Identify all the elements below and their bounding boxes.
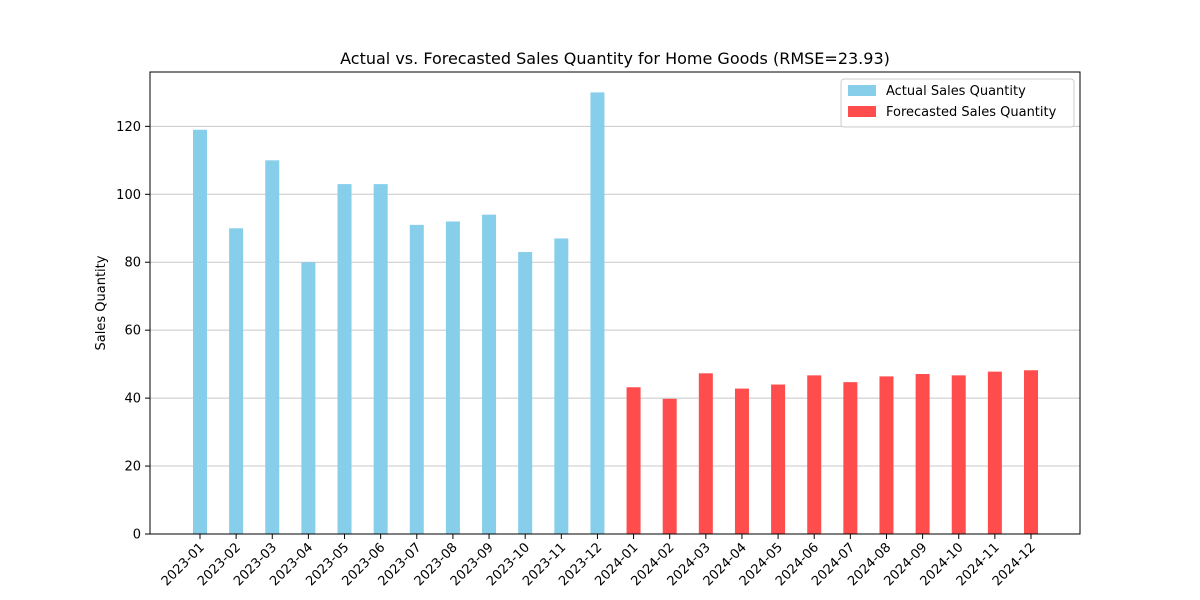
chart-title: Actual vs. Forecasted Sales Quantity for… [340,49,890,68]
bar-actual-2023-01 [193,129,207,534]
plot-frame [149,71,1081,535]
bar-actual-2023-08 [445,221,460,534]
legend-label-actual: Actual Sales Quantity [886,84,1026,99]
y-tick-label-2: 40 [124,392,141,407]
bar-forecast-2024-09 [915,373,930,534]
y-tick-label-0: 0 [133,528,141,543]
bar-forecast-2024-03 [698,373,713,534]
bar-forecast-2024-07 [843,382,858,534]
bars [193,92,1038,535]
bar-forecast-2024-10 [951,375,966,534]
bar-actual-2023-05 [337,184,352,534]
bar-actual-2023-07 [409,224,424,534]
bar-forecast-2024-01 [626,387,641,534]
legend: Actual Sales Quantity Forecasted Sales Q… [840,78,1075,128]
bar-actual-2023-04 [301,262,316,534]
bar-actual-2023-10 [518,252,533,534]
bar-actual-2023-06 [373,184,388,534]
legend-box [840,78,1075,128]
bar-actual-2023-02 [229,228,244,534]
y-axis: 0 20 40 60 80 100 120 [116,120,150,543]
bar-forecast-2024-04 [734,388,749,534]
x-axis: 2023-012023-022023-032023-042023-052023-… [159,534,1039,589]
bar-forecast-2024-06 [807,375,822,534]
y-tick-label-5: 100 [116,188,141,203]
bar-forecast-2024-08 [879,376,894,534]
legend-swatch-forecast [848,106,876,117]
y-tick-label-6: 120 [116,120,141,135]
legend-swatch-actual [848,85,876,96]
bar-forecast-2024-12 [1024,370,1038,534]
bar-forecast-2024-05 [771,384,786,534]
y-tick-label-4: 80 [124,256,141,271]
bar-forecast-2024-02 [662,398,677,534]
gridlines [150,125,1080,467]
y-tick-label-1: 20 [124,460,141,475]
bar-actual-2023-12 [590,92,605,534]
bar-actual-2023-11 [554,238,569,535]
bar-forecast-2024-11 [987,371,1002,534]
y-tick-label-3: 60 [124,324,141,339]
y-axis-title: Sales Quantity [94,255,109,350]
bar-actual-2023-09 [482,214,497,535]
bar-actual-2023-03 [265,160,280,534]
legend-label-forecast: Forecasted Sales Quantity [886,105,1057,120]
